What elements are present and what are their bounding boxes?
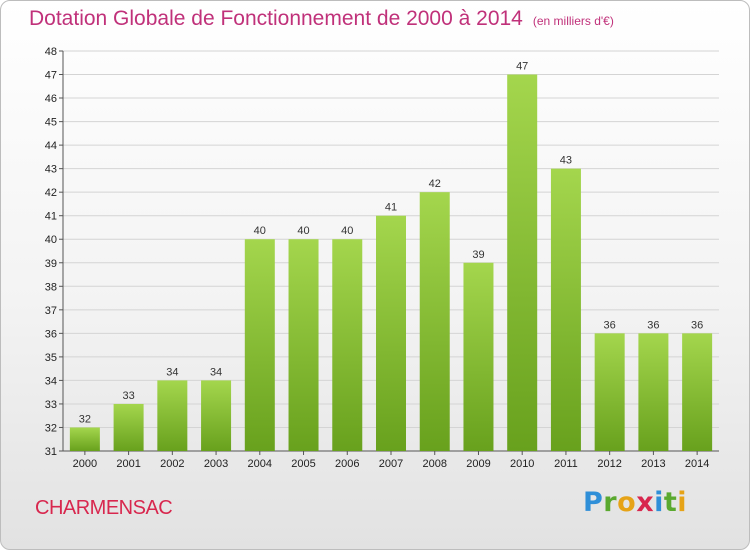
logo-letter: x (636, 487, 655, 518)
bar (507, 74, 538, 451)
chart-unit: (en milliers d'€) (532, 14, 614, 28)
x-tick-label: 2014 (685, 458, 709, 470)
x-tick-label: 2005 (291, 458, 315, 470)
bar-value-label: 41 (385, 202, 397, 214)
bar-value-label: 39 (472, 249, 484, 261)
x-tick-label: 2004 (248, 458, 272, 470)
x-tick-label: 2007 (379, 458, 403, 470)
y-tick-label: 33 (45, 399, 57, 411)
bar (638, 333, 669, 451)
y-tick-label: 46 (45, 93, 57, 105)
logo-letter: i (654, 487, 664, 518)
y-tick-label: 39 (45, 258, 57, 270)
x-tick-label: 2013 (641, 458, 665, 470)
y-tick-label: 38 (45, 281, 57, 293)
bar-value-label: 47 (516, 61, 528, 73)
x-tick-label: 2010 (510, 458, 534, 470)
logo-letter: t (663, 487, 678, 518)
proxiti-logo: Proxiti (583, 487, 687, 518)
bar (376, 215, 406, 451)
bar-value-label: 33 (122, 390, 134, 402)
logo-letter: P (583, 487, 604, 518)
bar-value-label: 36 (691, 319, 703, 331)
y-tick-label: 45 (45, 117, 57, 129)
bar (113, 403, 144, 451)
x-tick-label: 2006 (335, 458, 359, 470)
bar-value-label: 42 (429, 178, 441, 190)
bar-value-label: 36 (647, 319, 659, 331)
bar-value-label: 34 (210, 366, 222, 378)
x-tick-label: 2008 (422, 458, 446, 470)
x-tick-label: 2002 (160, 458, 184, 470)
y-tick-label: 35 (45, 352, 57, 364)
bar-value-label: 40 (297, 225, 309, 237)
y-tick-label: 32 (45, 422, 57, 434)
y-tick-label: 34 (45, 375, 57, 387)
x-tick-label: 2003 (204, 458, 228, 470)
bar (244, 239, 275, 451)
bar-value-label: 40 (341, 225, 353, 237)
x-tick-labels: 2000 2001 2002 2003 2004 2005 2006 2007 2008 2009… (73, 451, 709, 470)
bar (594, 333, 625, 451)
y-tick-label: 40 (45, 234, 57, 246)
bar-value-label: 36 (604, 319, 616, 331)
x-tick-label: 2009 (466, 458, 490, 470)
y-tick-label: 37 (45, 305, 57, 317)
y-tick-label: 42 (45, 187, 57, 199)
x-tick-label: 2012 (597, 458, 621, 470)
bar (288, 239, 319, 451)
y-tick-label: 31 (45, 446, 57, 458)
x-tick-label: 2000 (73, 458, 97, 470)
bar-value-label: 34 (166, 366, 178, 378)
x-tick-label: 2001 (116, 458, 140, 470)
logo-letter: o (617, 487, 637, 518)
y-tick-label: 44 (45, 140, 57, 152)
commune-name: CHARMENSAC (35, 497, 173, 519)
chart-title-text: Dotation Globale de Fonctionnement de 20… (29, 7, 523, 30)
x-tick-label: 2011 (554, 458, 578, 470)
bar (332, 239, 363, 451)
bar (201, 380, 232, 451)
bar (157, 380, 188, 451)
y-tick-label: 36 (45, 328, 57, 340)
bar (550, 168, 581, 451)
value-labels: 32 33 34 34 40 40 40 41 42 39 47 43 36 36 36 (79, 61, 704, 426)
bar (69, 427, 100, 451)
bar-value-label: 32 (79, 413, 91, 425)
y-tick-label: 47 (45, 70, 57, 82)
logo-letter: i (677, 487, 688, 518)
y-tick-label: 41 (45, 211, 57, 223)
chart-title: Dotation Globale de Fonctionnement de 20… (29, 7, 614, 31)
y-tick-labels: 31 32 33 34 35 36 37 38 39 40 41 42 43 44 45 46 47 48 (45, 46, 57, 458)
bar (682, 333, 713, 451)
y-tick-label: 43 (45, 164, 57, 176)
bars (69, 74, 713, 452)
bar (463, 262, 494, 451)
y-tick-label: 48 (45, 46, 57, 58)
bar-value-label: 43 (560, 155, 572, 167)
bar-value-label: 40 (254, 225, 266, 237)
bar (419, 192, 450, 452)
logo-letter: r (603, 487, 618, 518)
